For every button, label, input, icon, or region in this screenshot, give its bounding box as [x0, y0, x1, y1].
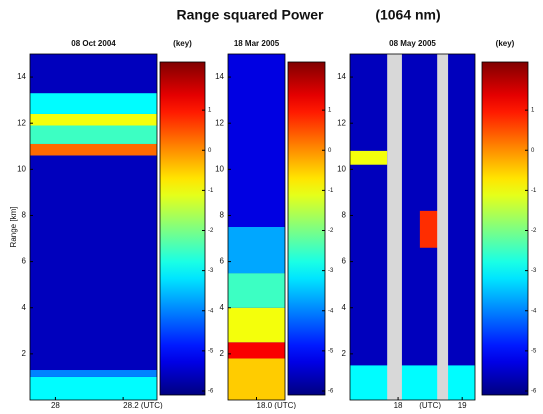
- colorbar-tick-label: 1: [531, 108, 535, 114]
- plot-frame: [29, 53, 158, 401]
- heatmap-layer: [228, 358, 285, 400]
- panel-title: 08 Oct 2004: [71, 39, 116, 48]
- heatmap-background: [350, 54, 475, 400]
- y-tick-label: 8: [220, 211, 225, 220]
- chart-title: Range squared Power: [176, 7, 324, 23]
- colorbar-tick-label: -1: [328, 188, 334, 194]
- heatmap-layer: [350, 365, 475, 400]
- colorbar-tick-label: 1: [328, 108, 332, 114]
- y-tick-label: 6: [22, 257, 27, 266]
- y-tick-label: 14: [215, 72, 224, 81]
- heatmap-layer: [228, 307, 285, 343]
- y-tick-label: 12: [17, 118, 26, 127]
- colorbar-tick-label: -2: [531, 228, 537, 234]
- colorbar-tick-label: -3: [208, 268, 214, 274]
- y-tick-label: 2: [22, 349, 27, 358]
- chart-title-unit: (1064 nm): [375, 7, 440, 23]
- heatmap-layer: [30, 376, 157, 400]
- heatmap-layer: [228, 227, 285, 274]
- colorbar-tick-label: -5: [531, 348, 537, 354]
- y-tick-label: 4: [220, 303, 225, 312]
- data-gap: [387, 54, 402, 400]
- colorbar: [287, 61, 326, 396]
- y-tick-label: 12: [215, 118, 224, 127]
- y-axis-label: Range [km]: [9, 207, 18, 248]
- colorbar-tick-label: -3: [328, 268, 334, 274]
- x-tick-label: 28: [51, 401, 60, 409]
- colorbar-tick-label: 0: [328, 148, 332, 154]
- colorbar-tick-label: -4: [328, 308, 334, 314]
- colorbar-tick-label: -6: [208, 389, 214, 395]
- y-tick-label: 4: [342, 303, 347, 312]
- colorbar-label: (key): [173, 39, 192, 48]
- panel-title: 08 May 2005: [389, 39, 436, 48]
- x-tick-label: 19: [458, 401, 467, 409]
- x-axis-label: (UTC): [419, 401, 441, 409]
- y-tick-label: 4: [22, 303, 27, 312]
- panel-title: 18 Mar 2005: [234, 39, 280, 48]
- plot-frame: [349, 53, 476, 401]
- y-tick-label: 12: [337, 118, 346, 127]
- y-tick-label: 2: [342, 349, 347, 358]
- y-tick-label: 6: [220, 257, 225, 266]
- colorbar-tick-label: 0: [531, 148, 535, 154]
- y-tick-label: 8: [342, 211, 347, 220]
- colorbar-tick-label: -3: [531, 268, 537, 274]
- colorbar-tick-label: 1: [208, 108, 212, 114]
- x-tick-label: 18: [394, 401, 403, 409]
- heatmap-layer: [419, 210, 441, 248]
- heatmap-layer: [228, 342, 285, 359]
- colorbar: [481, 61, 529, 396]
- colorbar-tick-label: -2: [208, 228, 214, 234]
- heatmap-layer: [228, 273, 285, 308]
- x-tick-label: 18.0 (UTC): [257, 401, 297, 409]
- y-tick-label: 2: [220, 349, 225, 358]
- colorbar-tick-label: 0: [208, 148, 212, 154]
- heatmap-layer: [30, 125, 157, 144]
- heatmap-layer: [350, 150, 388, 165]
- colorbar-tick-label: -6: [328, 389, 334, 395]
- y-tick-label: 6: [342, 257, 347, 266]
- colorbar-tick-label: -2: [328, 228, 334, 234]
- heatmap-layer: [30, 143, 157, 156]
- heatmap-layer: [30, 113, 157, 126]
- heatmap-layer: [30, 370, 157, 377]
- colorbar-tick-label: -5: [208, 348, 214, 354]
- y-tick-label: 10: [17, 164, 26, 173]
- y-tick-label: 14: [337, 72, 346, 81]
- colorbar-label: (key): [496, 39, 515, 48]
- y-tick-label: 14: [17, 72, 26, 81]
- colorbar: [159, 61, 206, 396]
- y-tick-label: 10: [337, 164, 346, 173]
- colorbar-tick-label: -1: [208, 188, 214, 194]
- colorbar-tick-label: -6: [531, 389, 537, 395]
- colorbar-tick-label: -5: [328, 348, 334, 354]
- x-tick-label: 28.2 (UTC): [123, 401, 163, 409]
- colorbar-tick-label: -4: [531, 308, 537, 314]
- heatmap-layer: [30, 93, 157, 114]
- data-gap: [437, 54, 449, 400]
- y-tick-label: 8: [22, 211, 27, 220]
- y-tick-label: 10: [215, 164, 224, 173]
- colorbar-tick-label: -4: [208, 308, 214, 314]
- colorbar-tick-label: -1: [531, 188, 537, 194]
